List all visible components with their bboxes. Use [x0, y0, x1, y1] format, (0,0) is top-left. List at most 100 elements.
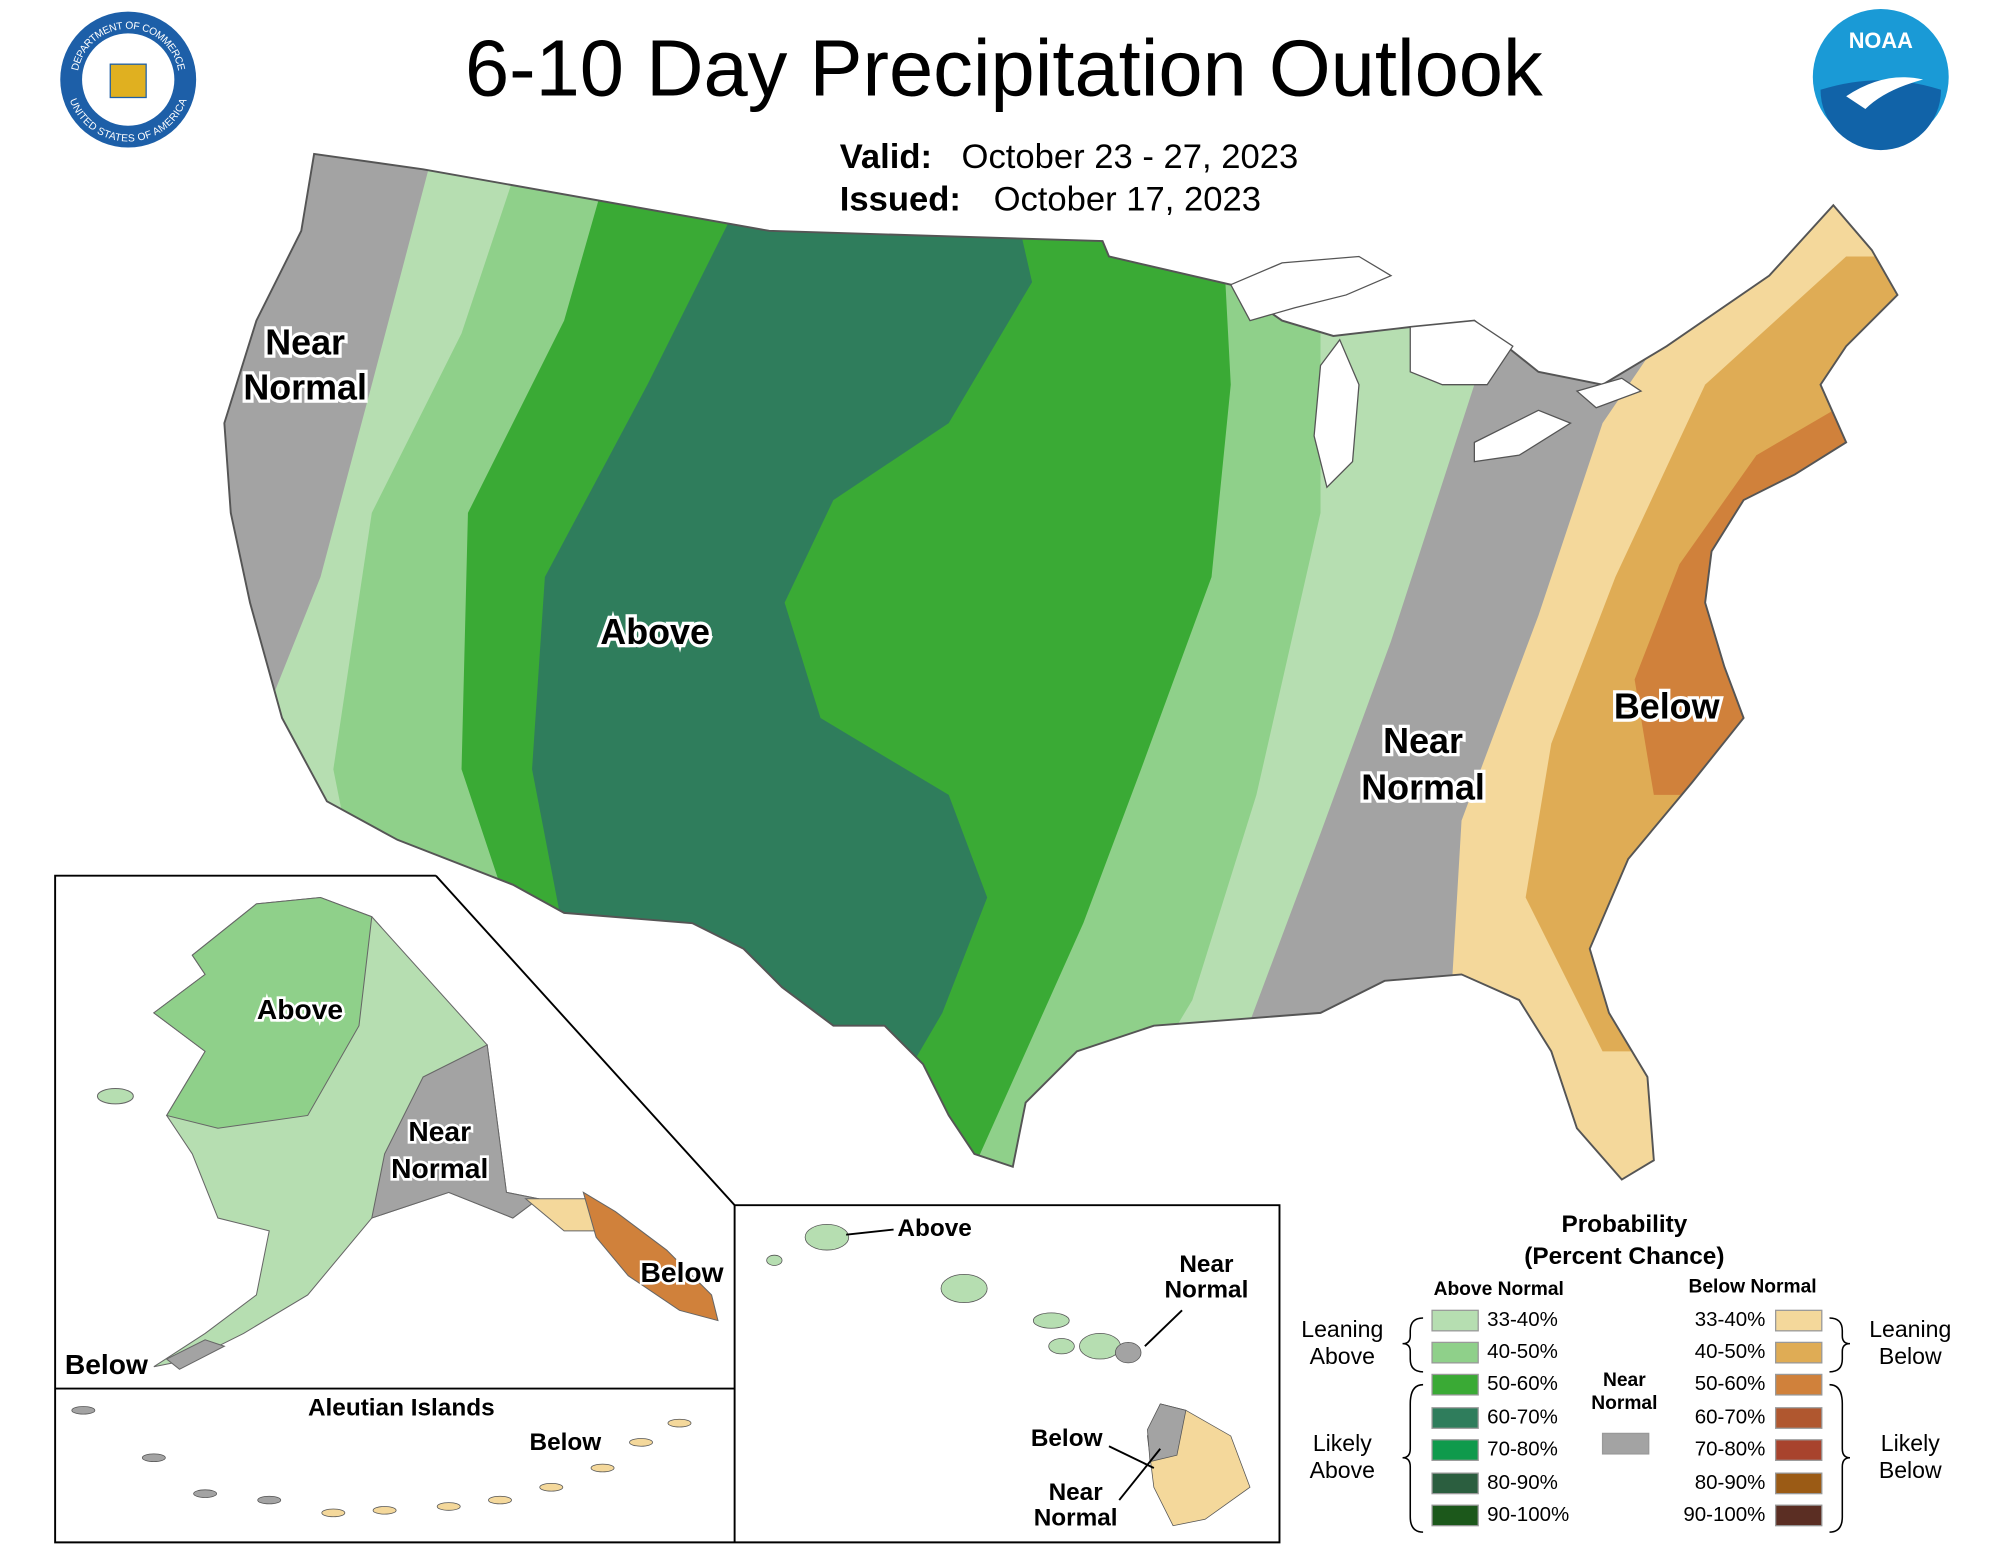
legend-swatch — [1775, 1439, 1823, 1461]
legend-swatch — [1775, 1407, 1823, 1429]
legend-header: Below Normal — [1688, 1276, 1816, 1297]
legend-label: 33-40% — [1695, 1308, 1766, 1331]
legend-group: Likely — [1881, 1430, 1940, 1456]
legend-swatch — [1775, 1373, 1823, 1396]
legend-swatch — [1431, 1504, 1479, 1527]
hawaii-label: Near — [1049, 1479, 1104, 1506]
island — [141, 1453, 166, 1462]
legend-swatch — [1775, 1504, 1823, 1527]
alaska-label: Near — [408, 1115, 471, 1147]
island — [257, 1495, 282, 1505]
brace — [1402, 1383, 1424, 1533]
title: 6-10 Day Precipitation Outlook — [465, 23, 1543, 112]
island — [1115, 1341, 1142, 1364]
brace — [1829, 1383, 1851, 1533]
brace — [1829, 1317, 1851, 1373]
legend-header: Near — [1603, 1370, 1646, 1391]
legend-label: 90-100% — [1487, 1503, 1569, 1526]
island — [940, 1274, 988, 1304]
island — [488, 1495, 512, 1505]
hawaii-label: Normal — [1164, 1277, 1248, 1304]
legend-label: 60-70% — [1487, 1405, 1558, 1428]
map-label: Below — [1614, 687, 1720, 727]
legend-swatch — [1775, 1472, 1823, 1495]
legend-group: Below — [1879, 1457, 1942, 1483]
alaska-label: Below — [641, 1256, 724, 1288]
hawaii-label: Below — [1031, 1425, 1103, 1452]
lake-superior — [1229, 255, 1393, 322]
island — [321, 1508, 346, 1518]
legend-label: 33-40% — [1487, 1308, 1558, 1331]
alaska-label: Below — [65, 1348, 148, 1380]
legend-group: Leaning — [1301, 1316, 1383, 1342]
map-label: Near — [265, 322, 345, 362]
aleutian-label: Below — [530, 1429, 602, 1456]
island — [193, 1489, 218, 1498]
legend-label: 70-80% — [1487, 1437, 1558, 1460]
lake-michigan — [1313, 338, 1360, 489]
inset-frame — [54, 874, 1281, 1544]
legend-header: Normal — [1591, 1393, 1657, 1414]
issued-label: Issued: — [840, 180, 961, 218]
island — [804, 1224, 850, 1251]
legend-title: Probability — [1561, 1211, 1687, 1238]
legend-title: (Percent Chance) — [1524, 1243, 1724, 1270]
leader-line — [1144, 1309, 1183, 1347]
noaa-text: NOAA — [1849, 28, 1913, 53]
leader-line — [1108, 1445, 1155, 1469]
island — [1032, 1312, 1070, 1329]
valid-dates: October 23 - 27, 2023 — [962, 138, 1299, 176]
legend-swatch — [1775, 1309, 1823, 1332]
alaska-label: Normal — [391, 1152, 488, 1184]
leader-line — [1118, 1448, 1162, 1501]
legend-header: Above Normal — [1434, 1279, 1564, 1300]
inset-frames — [54, 874, 1281, 1544]
legend-swatch — [1431, 1373, 1479, 1396]
great-lakes — [1229, 255, 1643, 489]
map-label: Normal — [1361, 767, 1485, 807]
alaska-above — [152, 896, 373, 1129]
legend-group: Below — [1879, 1343, 1942, 1369]
legend-braces — [1402, 1317, 1851, 1533]
hawaii-label: Near — [1179, 1251, 1234, 1278]
map-label: Normal — [243, 367, 367, 407]
island — [766, 1254, 783, 1266]
legend-swatch — [1431, 1472, 1479, 1495]
island — [667, 1418, 692, 1428]
alaska-near — [371, 1044, 540, 1219]
legend-label: 80-90% — [1695, 1471, 1766, 1494]
alaska-label: Above — [257, 993, 343, 1025]
lake-ontario — [1575, 377, 1643, 409]
aleutian-title: Aleutian Islands — [308, 1394, 495, 1421]
noaa-bird — [1846, 77, 1924, 110]
island — [539, 1483, 564, 1492]
aleutian-inset — [71, 1406, 692, 1518]
alaska-below — [582, 1191, 719, 1322]
legend-group: Likely — [1313, 1430, 1372, 1456]
alaska-west-below — [165, 1339, 226, 1370]
legend-label: 40-50% — [1695, 1340, 1766, 1363]
legend-swatch — [1431, 1309, 1479, 1332]
legend-label: 40-50% — [1487, 1340, 1558, 1363]
lake-erie — [1473, 409, 1572, 463]
island — [1079, 1333, 1121, 1360]
island — [372, 1506, 397, 1515]
legend: Probability (Percent Chance) Above Norma… — [1301, 1211, 1951, 1533]
lake-huron — [1409, 319, 1514, 386]
island — [629, 1438, 653, 1447]
legend-swatch — [1431, 1439, 1479, 1461]
legend-swatch — [1775, 1341, 1823, 1364]
hawaii-leaders — [846, 1228, 1183, 1501]
leader-line — [846, 1228, 894, 1236]
legend-label: 70-80% — [1695, 1437, 1766, 1460]
valid-label: Valid: — [840, 138, 932, 176]
alaska-inset — [96, 896, 719, 1370]
doc-seal-shield — [109, 63, 147, 99]
legend-group: Leaning — [1869, 1316, 1951, 1342]
map-label: Above — [600, 612, 710, 652]
legend-label: 50-60% — [1487, 1372, 1558, 1395]
issued-date: October 17, 2023 — [994, 180, 1261, 218]
legend-swatch — [1431, 1407, 1479, 1429]
legend-swatch — [1431, 1341, 1479, 1364]
noaa-logo: NOAA — [1812, 9, 1949, 151]
